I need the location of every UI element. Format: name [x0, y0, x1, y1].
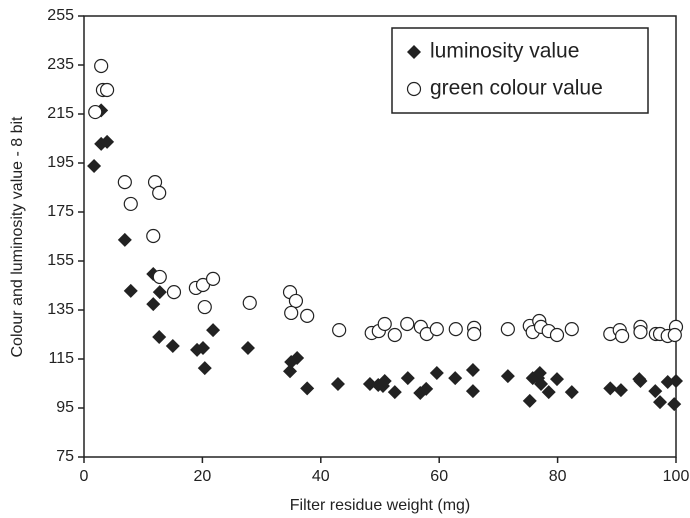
point	[448, 322, 463, 337]
point	[146, 228, 161, 244]
point	[564, 385, 579, 400]
y-tick-label: 215	[47, 105, 74, 122]
point	[206, 323, 221, 338]
y-tick-label: 75	[56, 448, 74, 465]
point	[522, 393, 537, 408]
legend-label: luminosity value	[430, 40, 579, 63]
point	[242, 295, 257, 310]
point	[290, 351, 305, 366]
point	[387, 327, 402, 343]
y-tick-label: 155	[47, 252, 74, 269]
point	[429, 365, 444, 380]
point	[448, 371, 463, 386]
point	[653, 395, 668, 410]
x-tick-label: 60	[430, 468, 448, 485]
point	[166, 285, 182, 300]
legend-marker	[406, 81, 422, 97]
point	[87, 158, 102, 173]
point	[99, 82, 115, 98]
point	[300, 381, 315, 396]
point	[667, 397, 682, 412]
point	[146, 297, 161, 312]
point	[284, 305, 299, 321]
point	[633, 324, 648, 340]
point	[465, 363, 480, 378]
point	[633, 374, 648, 389]
point	[465, 384, 480, 399]
point	[615, 328, 630, 344]
x-tick-label: 0	[80, 468, 89, 485]
point	[195, 340, 210, 355]
plot-frame	[83, 15, 677, 458]
point	[240, 340, 255, 355]
y-tick-label: 235	[47, 56, 74, 73]
y-tick-label: 195	[47, 154, 74, 171]
point	[152, 329, 167, 344]
point	[288, 293, 304, 309]
point	[123, 283, 138, 298]
point	[387, 385, 402, 400]
point	[117, 232, 132, 247]
point	[152, 185, 167, 200]
x-tick-label: 20	[194, 468, 212, 485]
point	[541, 385, 556, 400]
x-tick-label: 80	[549, 468, 567, 485]
point	[429, 322, 444, 337]
x-tick-label: 100	[663, 468, 690, 485]
y-tick-label: 255	[47, 7, 74, 24]
point	[500, 369, 515, 384]
point	[197, 299, 212, 315]
point	[152, 269, 167, 285]
point	[648, 384, 663, 399]
point	[197, 361, 212, 376]
x-axis-label: Filter residue weight (mg)	[290, 497, 471, 514]
point	[400, 371, 415, 386]
point	[94, 58, 109, 74]
point	[534, 376, 549, 391]
legend-box	[391, 27, 649, 114]
y-tick-label: 135	[47, 301, 74, 318]
point	[117, 175, 132, 190]
point	[660, 375, 675, 390]
point	[550, 372, 565, 387]
point	[283, 364, 298, 379]
point	[419, 381, 434, 396]
point	[500, 322, 515, 337]
point	[669, 374, 683, 389]
x-tick-label: 40	[312, 468, 330, 485]
point	[549, 327, 565, 343]
point	[667, 327, 682, 343]
point	[377, 374, 392, 389]
point	[362, 376, 377, 391]
point	[330, 376, 345, 391]
point	[88, 104, 103, 120]
point	[152, 285, 167, 300]
point	[100, 134, 115, 149]
point	[205, 271, 221, 286]
legend-label: green colour value	[430, 77, 603, 100]
point	[377, 316, 392, 332]
y-tick-label: 115	[48, 350, 74, 367]
point	[564, 322, 579, 337]
y-tick-label: 175	[47, 203, 74, 220]
point	[400, 316, 415, 332]
point	[165, 339, 180, 354]
legend-marker	[407, 45, 421, 59]
point	[123, 196, 138, 212]
point	[613, 383, 628, 398]
point	[332, 322, 347, 338]
y-axis-label: Colour and luminosity value - 8 bit	[9, 116, 26, 358]
point	[603, 381, 618, 396]
point	[467, 326, 482, 342]
y-tick-label: 95	[56, 399, 74, 416]
point	[300, 308, 315, 323]
point	[532, 365, 547, 380]
